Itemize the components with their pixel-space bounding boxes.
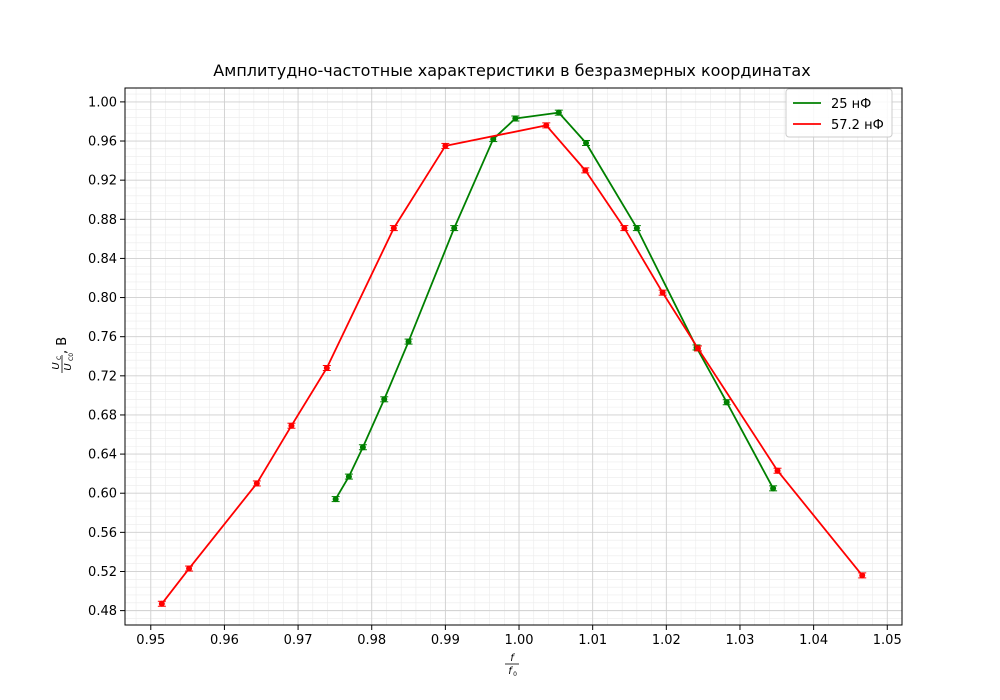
data-point bbox=[555, 109, 562, 116]
y-tick-label: 0.84 bbox=[88, 252, 117, 267]
x-axis-label-denominator: f bbox=[508, 666, 513, 677]
data-point bbox=[381, 396, 388, 403]
data-point bbox=[859, 572, 866, 579]
data-point bbox=[582, 167, 589, 174]
x-tick-label: 1.03 bbox=[725, 633, 754, 648]
minor-grid bbox=[125, 88, 903, 625]
x-axis-label-numerator: f bbox=[510, 653, 515, 664]
y-tick-label: 0.56 bbox=[88, 526, 117, 541]
data-point bbox=[390, 225, 397, 232]
y-axis-label-denominator: U bbox=[63, 363, 74, 371]
x-tick-label: 0.95 bbox=[136, 633, 165, 648]
x-tick-label: 0.99 bbox=[431, 633, 460, 648]
data-point bbox=[774, 467, 781, 474]
y-tick-label: 0.68 bbox=[88, 408, 117, 423]
y-axis-label: U C U C0 , В bbox=[51, 337, 75, 373]
data-point bbox=[512, 115, 519, 122]
data-point bbox=[659, 289, 666, 296]
y-tick-label: 0.72 bbox=[88, 369, 117, 384]
legend-label-25nf: 25 нФ bbox=[831, 97, 871, 112]
data-point bbox=[621, 225, 628, 232]
chart-title: Амплитудно-частотные характеристики в бе… bbox=[213, 61, 810, 80]
data-point bbox=[723, 399, 730, 406]
data-point bbox=[405, 338, 412, 345]
y-tick-label: 0.88 bbox=[88, 213, 117, 228]
x-tick-label: 1.05 bbox=[873, 633, 902, 648]
data-point bbox=[770, 485, 777, 492]
y-axis: 0.48 0.52 0.56 0.60 0.64 0.68 0.72 0.76 0.80 0.84… bbox=[88, 95, 125, 619]
y-axis-label-numerator: U bbox=[51, 362, 62, 370]
data-point bbox=[186, 565, 193, 572]
legend: 25 нФ 57.2 нФ bbox=[785, 88, 893, 138]
y-axis-label-numerator-sub: C bbox=[56, 356, 63, 360]
series-0 bbox=[331, 109, 778, 503]
series-line bbox=[334, 111, 774, 500]
y-tick-label: 0.92 bbox=[88, 174, 117, 189]
y-axis-label-denominator-sub: C0 bbox=[68, 353, 75, 361]
data-point bbox=[253, 480, 260, 487]
data-point bbox=[158, 600, 165, 607]
y-tick-label: 1.00 bbox=[88, 95, 117, 110]
data-point bbox=[543, 122, 550, 129]
data-point bbox=[288, 422, 295, 429]
legend-label-57nf: 57.2 нФ bbox=[831, 118, 884, 133]
data-point bbox=[442, 142, 449, 149]
x-tick-label: 1.04 bbox=[799, 633, 828, 648]
series-line bbox=[161, 124, 863, 605]
data-point bbox=[490, 136, 497, 143]
x-axis-label: f f 0 bbox=[505, 653, 519, 678]
x-tick-label: 1.02 bbox=[652, 633, 681, 648]
y-tick-label: 0.48 bbox=[88, 604, 117, 619]
y-tick-label: 0.60 bbox=[88, 487, 117, 502]
legend-box bbox=[785, 88, 893, 138]
data-point bbox=[451, 225, 458, 232]
y-tick-label: 0.52 bbox=[88, 565, 117, 580]
y-axis-label-unit: , В bbox=[55, 337, 70, 354]
x-tick-label: 0.96 bbox=[210, 633, 239, 648]
data-point bbox=[694, 345, 701, 352]
data-point bbox=[323, 364, 330, 371]
x-axis: 0.95 0.96 0.97 0.98 0.99 1.00 1.01 1.02 1.03 1.04… bbox=[136, 625, 902, 648]
x-tick-label: 1.00 bbox=[505, 633, 534, 648]
data-point bbox=[633, 225, 640, 232]
data-point bbox=[583, 139, 590, 146]
y-tick-label: 0.76 bbox=[88, 330, 117, 345]
series-layer bbox=[157, 109, 867, 607]
series-1 bbox=[157, 122, 867, 607]
plot-frame bbox=[124, 87, 903, 626]
major-grid bbox=[125, 88, 902, 625]
data-point bbox=[359, 444, 366, 451]
y-tick-label: 0.96 bbox=[88, 135, 117, 150]
data-point bbox=[332, 496, 339, 503]
data-point bbox=[345, 473, 352, 480]
x-axis-label-denominator-sub: 0 bbox=[513, 671, 517, 678]
x-tick-label: 0.97 bbox=[284, 633, 313, 648]
x-tick-label: 1.01 bbox=[578, 633, 607, 648]
y-tick-label: 0.80 bbox=[88, 291, 117, 306]
x-tick-label: 0.98 bbox=[357, 633, 386, 648]
y-tick-label: 0.64 bbox=[88, 448, 117, 463]
